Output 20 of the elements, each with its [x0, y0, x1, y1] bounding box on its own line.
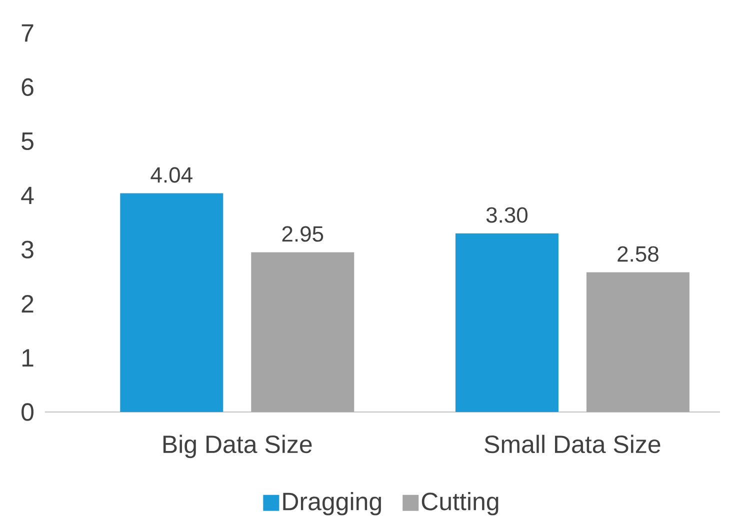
- data-label: 2.58: [618, 246, 658, 262]
- y-tick-label: 4: [21, 186, 34, 204]
- data-label: 2.95: [282, 226, 324, 242]
- x-tick-label: Small Data Size: [484, 434, 660, 454]
- data-label: 4.04: [150, 167, 192, 183]
- y-tick-label: 0: [22, 403, 34, 421]
- y-tick-label: 3: [22, 240, 34, 258]
- legend-label: Cutting: [422, 492, 498, 516]
- y-tick-label: 2: [22, 294, 34, 312]
- x-tick-label: Big Data Size: [163, 434, 312, 458]
- y-tick-label: 7: [22, 24, 34, 42]
- legend-label: Dragging: [283, 492, 381, 516]
- y-tick-label: 5: [22, 132, 34, 150]
- y-tick-label: 1: [22, 349, 34, 366]
- bar: [251, 252, 354, 412]
- y-tick-label: 6: [22, 78, 34, 96]
- bar: [120, 193, 224, 412]
- data-label: 3.30: [486, 207, 528, 223]
- bar: [455, 233, 558, 412]
- bar: [586, 272, 690, 412]
